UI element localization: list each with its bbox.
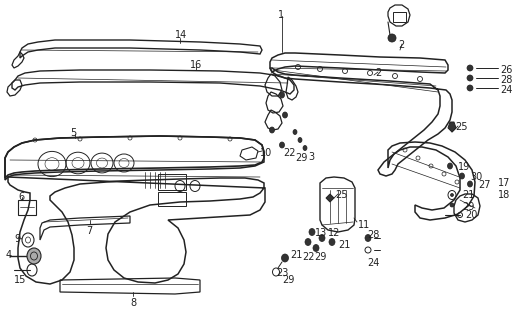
Text: 29: 29 [282,275,294,285]
Text: 28: 28 [500,75,513,85]
Ellipse shape [468,181,472,187]
Ellipse shape [293,130,297,134]
Text: 5: 5 [70,128,76,138]
Text: 19: 19 [458,162,470,172]
Text: 21: 21 [462,190,475,200]
Text: 24: 24 [500,85,513,95]
Ellipse shape [329,238,335,245]
Text: 11: 11 [358,220,370,230]
Text: 24: 24 [367,258,379,268]
Ellipse shape [27,248,41,264]
Text: 16: 16 [190,60,202,70]
Text: 26: 26 [500,65,513,75]
Text: 22: 22 [283,148,296,158]
Text: 25: 25 [455,122,468,132]
Text: 20: 20 [465,210,477,220]
Ellipse shape [313,244,319,252]
Text: 7: 7 [86,226,92,236]
Ellipse shape [298,138,302,142]
Text: 15: 15 [14,275,26,285]
Text: 21: 21 [290,250,303,260]
Text: 23: 23 [276,268,288,278]
Text: 6: 6 [18,192,24,202]
Ellipse shape [281,254,288,262]
Text: 2: 2 [398,40,404,50]
Text: 28: 28 [367,230,379,240]
Polygon shape [326,194,334,202]
Ellipse shape [279,142,285,148]
Text: 13: 13 [315,228,327,238]
Text: 8: 8 [130,298,136,308]
Text: 30: 30 [470,172,482,182]
Ellipse shape [303,146,307,150]
Ellipse shape [305,238,311,245]
Text: 21: 21 [338,240,350,250]
Ellipse shape [460,173,464,179]
Ellipse shape [467,85,473,91]
Text: 9: 9 [14,234,20,244]
Text: 25: 25 [335,190,348,200]
Text: 14: 14 [175,30,187,40]
Ellipse shape [451,194,453,196]
Ellipse shape [279,92,285,98]
Ellipse shape [309,228,315,236]
Ellipse shape [319,235,325,242]
Text: 29: 29 [314,252,326,262]
Text: 12: 12 [328,228,340,238]
Text: 22: 22 [302,252,315,262]
Ellipse shape [450,203,454,207]
Polygon shape [448,122,456,132]
Ellipse shape [467,75,473,81]
Text: 29: 29 [462,202,475,212]
Ellipse shape [269,127,275,133]
Text: 1: 1 [278,10,284,20]
Ellipse shape [467,65,473,71]
Text: 2: 2 [375,68,381,78]
Ellipse shape [282,112,287,118]
Ellipse shape [448,163,452,169]
Text: 4: 4 [6,250,12,260]
Ellipse shape [388,34,396,42]
Text: 3: 3 [308,152,314,162]
Text: 10: 10 [260,148,272,158]
Text: 17: 17 [498,178,510,188]
Text: 27: 27 [478,180,490,190]
Ellipse shape [365,235,371,242]
Text: 29: 29 [295,153,307,163]
Text: 18: 18 [498,190,510,200]
